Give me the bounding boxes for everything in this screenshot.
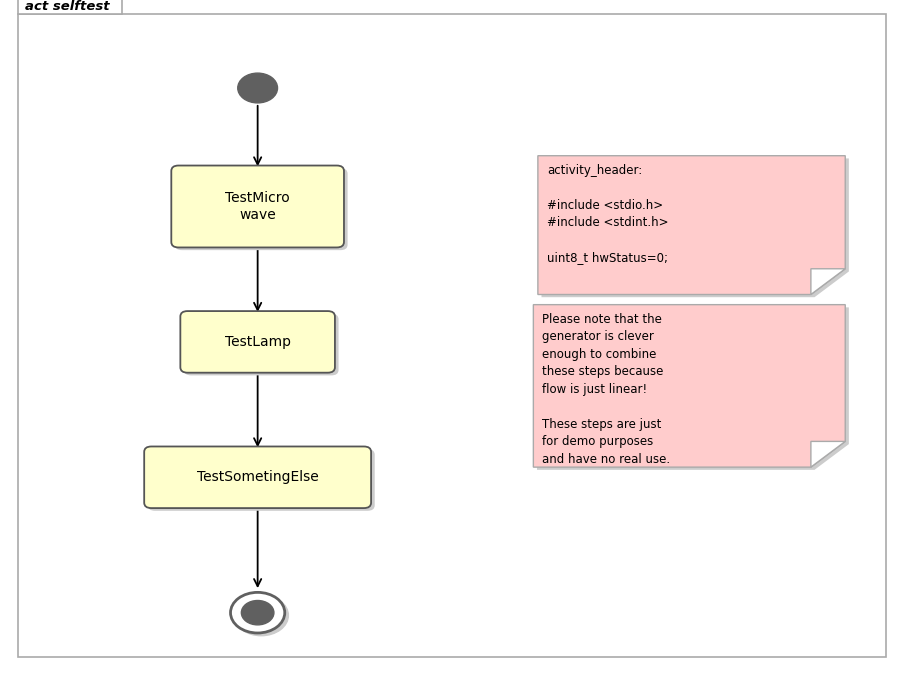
Text: activity_header:

#include <stdio.h>
#include <stdint.h>

uint8_t hwStatus=0;: activity_header: #include <stdio.h> #inc… <box>546 164 667 264</box>
Circle shape <box>234 595 288 636</box>
Polygon shape <box>810 269 844 294</box>
FancyBboxPatch shape <box>184 314 338 375</box>
FancyBboxPatch shape <box>174 168 347 250</box>
Text: TestMicro
wave: TestMicro wave <box>225 191 290 222</box>
Polygon shape <box>810 441 844 467</box>
Polygon shape <box>536 307 848 470</box>
Circle shape <box>237 73 277 103</box>
FancyBboxPatch shape <box>172 166 343 248</box>
Polygon shape <box>533 305 844 467</box>
FancyBboxPatch shape <box>144 447 370 508</box>
Text: act selftest: act selftest <box>25 0 110 13</box>
Text: TestSometingElse: TestSometingElse <box>197 471 318 484</box>
Polygon shape <box>537 156 844 294</box>
Text: TestLamp: TestLamp <box>224 335 291 349</box>
Bar <box>18 0 122 14</box>
Circle shape <box>241 600 274 625</box>
Polygon shape <box>541 158 848 297</box>
FancyBboxPatch shape <box>148 450 374 510</box>
Text: Please note that the
generator is clever
enough to combine
these steps because
f: Please note that the generator is clever… <box>542 313 670 466</box>
Circle shape <box>230 592 284 633</box>
FancyBboxPatch shape <box>180 311 334 372</box>
